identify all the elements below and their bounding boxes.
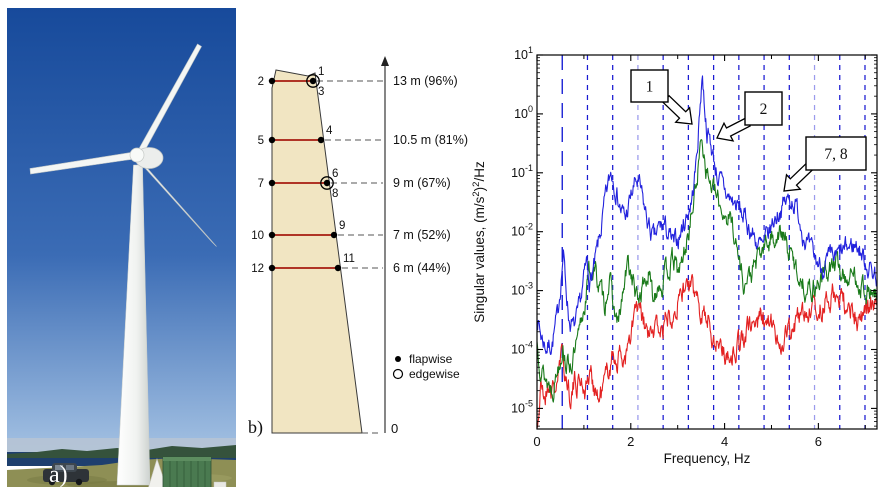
callout-arrow-icon	[716, 117, 751, 142]
y-tick-label: 10-5	[511, 398, 533, 415]
turbine-hub	[129, 147, 145, 163]
y-tick-label: 100	[514, 104, 533, 121]
legend-item: edgewise	[392, 367, 460, 381]
height-label: 9 m (67%)	[393, 176, 451, 190]
callout-label: 1	[646, 79, 654, 96]
car-window	[66, 465, 74, 470]
plot-border	[536, 54, 878, 430]
spectrum-curve	[537, 139, 877, 403]
callout-box	[630, 69, 669, 103]
svd-chart-panel: 0 2 4 6 101 100 10-1 10-2 10-3 10-4 10-5 Singular …	[470, 40, 896, 474]
sensor-number-right-top: 4	[326, 125, 333, 137]
edgewise-circle-icon	[392, 368, 404, 380]
flapwise-sensor-dot	[334, 264, 342, 272]
panel-label-a: a)	[49, 462, 68, 487]
flapwise-sensor-dot	[268, 136, 276, 144]
axis-zero-label: 0	[391, 421, 398, 436]
y-tick-label: 10-3	[511, 281, 533, 298]
callout-label: 7, 8	[824, 146, 848, 163]
car-wheel	[48, 478, 56, 486]
singular-value-curves	[537, 75, 877, 428]
sky	[7, 8, 236, 458]
car-wheel	[75, 478, 83, 486]
sensor-number-left: 2	[258, 76, 264, 88]
blade-outline	[271, 69, 363, 434]
y-tick-label: 101	[514, 45, 533, 62]
x-tick-label: 2	[627, 434, 634, 449]
flapwise-sensor-dot	[330, 231, 338, 239]
shed-slats	[169, 461, 206, 487]
harmonic-gridlines	[561, 55, 866, 429]
sensor-levels: 2 1 3 13 m (96%) 5 4 10.5 m (81%) 7 6 8 9 m (67%) 1…	[251, 66, 468, 275]
sensor-number-right-top: 11	[343, 253, 355, 265]
singular-values-chart: 0 2 4 6 101 100 10-1 10-2 10-3 10-4 10-5 Singular …	[471, 45, 878, 466]
sensor-number-left: 10	[251, 230, 264, 242]
x-axis-label: Frequency, Hz	[664, 451, 751, 466]
flapwise-sensor-dot	[323, 179, 331, 187]
blade-sensor-diagram: 2 1 3 13 m (96%) 5 4 10.5 m (81%) 7 6 8 9 m (67%) 1…	[248, 56, 468, 438]
y-tick-label: 10-2	[511, 222, 533, 239]
sensor-number-right-top: 1	[318, 66, 324, 78]
legend-label: flapwise	[409, 352, 453, 366]
panel-label-b: b)	[248, 417, 263, 438]
edgewise-sensor-circle	[320, 176, 334, 190]
callout-arrow-icon	[661, 94, 693, 125]
legend-label: edgewise	[409, 367, 460, 381]
sensor-level-row: 5 4 10.5 m (81%)	[258, 125, 468, 147]
sensor-level-row: 10 9 7 m (52%)	[251, 220, 450, 242]
sensor-number-left: 5	[258, 135, 264, 147]
sensor-number-right-top: 6	[332, 168, 338, 180]
spectrum-curve	[537, 273, 877, 428]
sensor-number-left: 7	[258, 178, 264, 190]
callout: 2	[716, 91, 783, 142]
y-tick-label: 10-1	[511, 163, 533, 180]
height-label: 7 m (52%)	[393, 228, 451, 242]
flapwise-sensor-dot	[268, 179, 276, 187]
wind-turbine-photo: a)	[7, 8, 236, 487]
edgewise-sensor-circle	[306, 74, 320, 88]
flapwise-sensor-dot	[268, 264, 276, 272]
spinner-cone-on-ground	[148, 458, 167, 487]
height-label: 6 m (44%)	[393, 261, 451, 275]
axis-ticks	[536, 54, 877, 429]
car-window	[55, 465, 63, 470]
sensor-number-right-top: 9	[339, 220, 345, 232]
car-body	[43, 469, 89, 482]
sensor-level-row: 7 6 8 9 m (67%)	[258, 168, 451, 200]
callout: 7, 8	[783, 136, 867, 192]
axis-arrowhead-icon	[381, 56, 389, 66]
callout-arrow-icon	[783, 162, 814, 192]
shed-roof	[163, 457, 211, 461]
flapwise-sensor-dot	[268, 231, 276, 239]
sensor-number-left: 12	[251, 263, 264, 275]
spectrum-curve	[537, 75, 877, 355]
y-axis-label: Singular values, (m/s2)2/Hz	[471, 161, 487, 323]
flapwise-dot-icon	[395, 356, 401, 362]
sensor-level-row: 12 11 6 m (44%)	[251, 253, 450, 275]
flapwise-sensor-dot	[268, 77, 276, 85]
axis-tick-labels: 0 2 4 6 101 100 10-1 10-2 10-3 10-4 10-5	[511, 45, 822, 449]
height-label: 13 m (96%)	[393, 74, 458, 88]
mode-callouts: 1 2 7, 8	[630, 69, 867, 192]
flapwise-sensor-dot	[317, 136, 325, 144]
callout: 1	[630, 69, 693, 125]
sensor-number-right-bottom: 3	[318, 86, 324, 98]
photo-panel: a)	[7, 8, 236, 487]
y-tick-label: 10-4	[511, 340, 533, 357]
x-tick-label: 0	[533, 434, 540, 449]
white-box	[213, 481, 227, 487]
height-label: 10.5 m (81%)	[393, 133, 468, 147]
sensor-number-right-bottom: 8	[332, 188, 338, 200]
callout-label: 2	[760, 101, 768, 118]
x-tick-label: 4	[721, 434, 728, 449]
callout-box	[744, 91, 783, 126]
flapwise-sensor-dot	[309, 77, 317, 85]
sensor-level-row: 2 1 3 13 m (96%)	[258, 66, 458, 98]
x-tick-label: 6	[815, 434, 822, 449]
callout-box	[805, 136, 867, 171]
legend-item: flapwise	[395, 352, 453, 366]
blade-diagram-panel: 2 1 3 13 m (96%) 5 4 10.5 m (81%) 7 6 8 9 m (67%) 1…	[240, 55, 470, 450]
